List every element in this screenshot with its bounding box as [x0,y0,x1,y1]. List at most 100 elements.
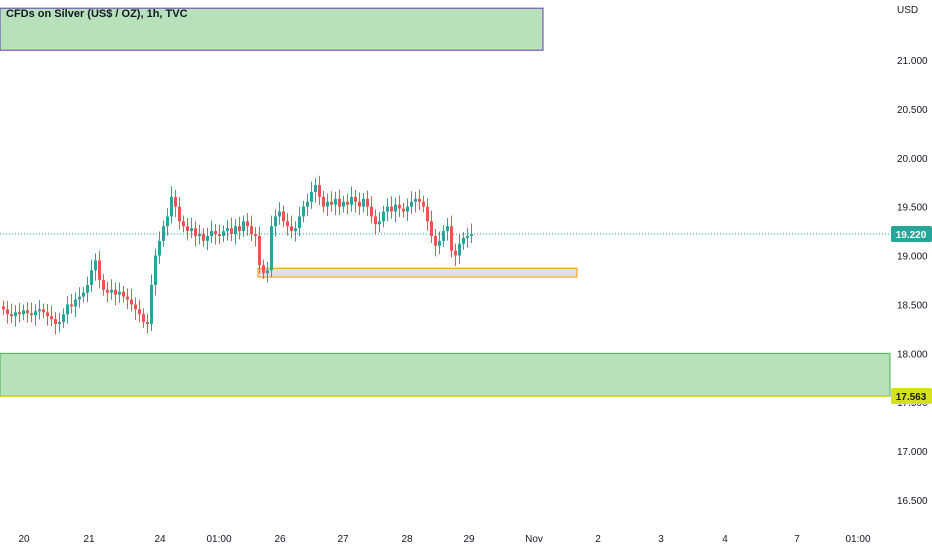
candle-body [418,198,421,202]
candle-body [322,196,325,207]
candle-body [86,284,89,293]
candle-body [454,250,457,256]
candle-body [442,231,445,241]
supply-zone[interactable] [0,7,544,51]
candle-body [218,234,221,236]
candle-body [434,236,437,246]
candle-body [310,192,313,202]
candle-body [250,226,253,235]
y-tick-label: 20.500 [897,105,928,116]
candle-body [266,270,269,274]
candle-body [326,201,329,207]
candle-body [342,201,345,207]
candle-body [146,322,149,324]
candle-body [226,228,229,232]
candle-body [314,185,317,192]
candle-body [242,221,245,232]
y-tick-label: 17.000 [897,447,928,458]
candle-body [50,316,53,320]
candle-body [214,231,217,235]
candle-body [354,196,357,202]
candle-body [166,216,169,227]
candle-body [66,304,69,315]
candle-body [154,255,157,285]
x-tick-label: 3 [658,534,664,545]
candle-body [150,284,153,324]
candle-body [410,201,413,207]
candle-body [262,265,265,274]
x-tick-label: 01:00 [845,534,870,545]
candle-body [22,310,25,315]
candle-body [470,234,473,236]
candle-body [182,221,185,227]
candle-body [318,185,321,197]
candle-body [58,322,61,324]
candle-body [202,234,205,241]
candle-body [74,299,77,307]
candle-body [402,208,405,212]
candle-body [210,231,213,236]
candle-body [118,291,121,295]
candle-body [190,228,193,232]
x-tick-label: 27 [337,534,349,545]
candles-layer [2,175,473,335]
candle-body [270,226,273,271]
candle-body [98,260,101,280]
candle-body [358,201,361,207]
candle-body [162,226,165,241]
currency-label: USD [897,5,918,16]
candle-body [338,198,341,207]
candle-body [42,309,45,313]
x-tick-label: 2 [595,534,601,545]
candle-body [382,211,385,222]
candle-body [334,198,337,205]
y-tick-label: 18.000 [897,349,928,360]
candle-body [426,206,429,222]
candle-body [178,206,181,222]
candle-body [306,201,309,207]
price-axis[interactable]: USD 21.000 20.500 20.000 19.500 19.000 18.500 1… [897,5,928,507]
candle-body [78,296,81,300]
candle-body [362,198,365,207]
candle-body [238,226,241,232]
candle-body [194,228,197,236]
candle-body [106,289,109,293]
candle-body [378,221,381,225]
candle-body [110,289,113,293]
candle-body [466,236,469,238]
candle-body [278,211,281,217]
zones-layer [0,7,891,397]
candle-body [290,226,293,232]
y-tick-label: 16.500 [897,496,928,507]
candle-body [122,291,125,297]
candle-body [394,204,397,212]
candle-body [126,296,129,300]
candle-body [446,226,449,232]
time-axis[interactable]: 20 21 24 01:00 26 27 28 29 Nov 2 3 4 7 01:00 [18,534,871,545]
candle-body [206,236,209,241]
x-tick-label: 29 [463,534,475,545]
demand-zone[interactable] [0,352,891,397]
y-tick-label: 18.500 [897,300,928,311]
order-block[interactable] [257,267,578,278]
candle-body [18,312,21,315]
candle-body [370,206,373,217]
y-tick-label: 20.000 [897,154,928,165]
candle-body [298,216,301,229]
chart-title: CFDs on Silver (US$ / OZ), 1h, TVC [6,8,188,20]
candle-body [414,198,417,202]
candle-body [374,216,377,225]
candle-body [70,304,73,307]
candle-body [430,221,433,236]
candle-body [174,196,177,207]
candle-body [26,310,29,314]
candle-body [54,319,57,324]
candle-body [458,243,461,256]
candle-body [286,221,289,227]
candle-body [350,196,353,205]
candle-body [130,299,133,305]
x-tick-label: 24 [154,534,166,545]
candle-body [450,226,453,251]
candle-body [302,206,305,217]
candle-body [10,314,13,317]
